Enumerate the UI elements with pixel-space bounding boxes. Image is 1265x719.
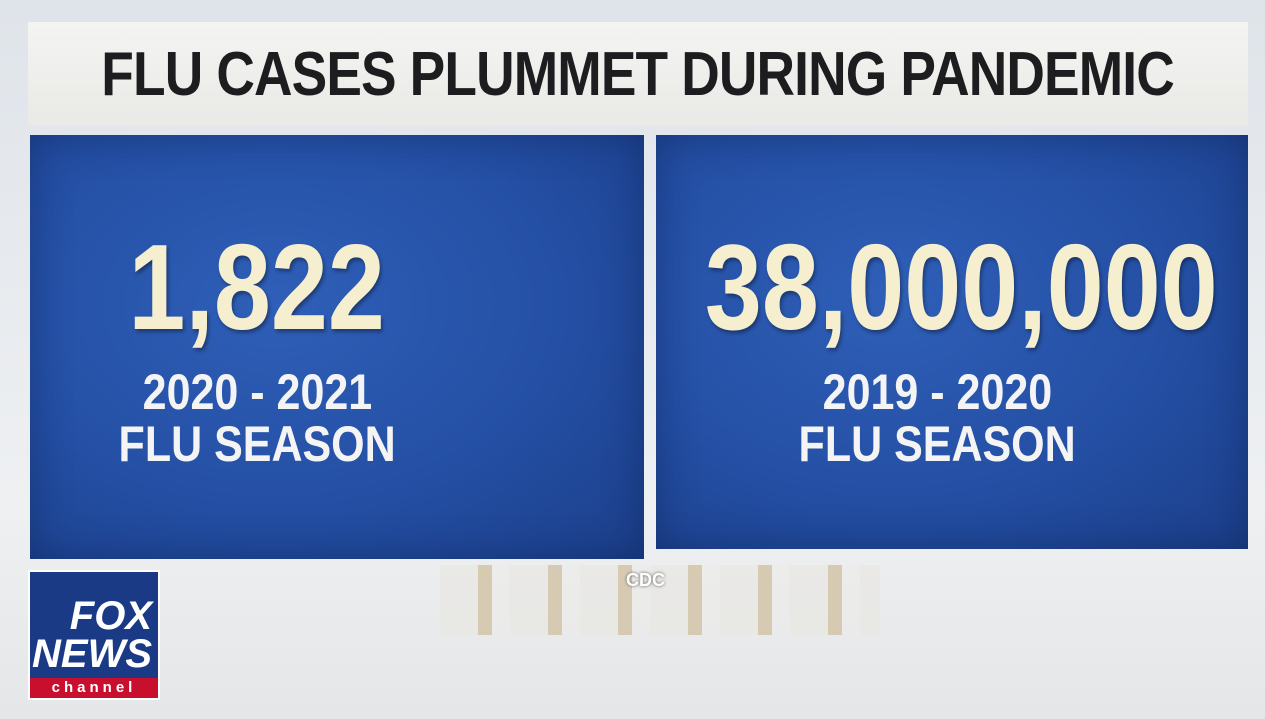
screen: FLU CASES PLUMMET DURING PANDEMIC 1,822 … — [0, 0, 1265, 719]
season-label: FLU SEASON — [656, 415, 1218, 473]
season-label-text: FLU SEASON — [118, 415, 395, 473]
case-count: 38,000,000 — [656, 217, 1218, 357]
channel-logo: FOX NEWS channel — [28, 570, 160, 700]
logo-line: NEWS — [32, 634, 152, 674]
season-years: 2019 - 2020 — [656, 363, 1218, 421]
title: FLU CASES PLUMMET DURING PANDEMIC — [102, 39, 1175, 110]
source: CDC — [626, 570, 665, 591]
logo-line: FOX — [70, 596, 152, 636]
logo-line: channel — [30, 678, 158, 698]
season-label-text: FLU SEASON — [798, 415, 1075, 473]
season-years-text: 2020 - 2021 — [142, 363, 372, 421]
season-years-text: 2019 - 2020 — [822, 363, 1052, 421]
panel: 38,000,000 2019 - 2020 FLU SEASON — [656, 135, 1248, 549]
case-count-text: 1,822 — [129, 217, 385, 357]
case-count: 1,822 — [70, 217, 444, 357]
season-years: 2020 - 2021 — [70, 363, 444, 421]
season-label: FLU SEASON — [70, 415, 444, 473]
case-count-text: 38,000,000 — [705, 217, 1218, 357]
title-bar: FLU CASES PLUMMET DURING PANDEMIC — [28, 22, 1248, 126]
panel: 1,822 2020 - 2021 FLU SEASON — [30, 135, 644, 559]
